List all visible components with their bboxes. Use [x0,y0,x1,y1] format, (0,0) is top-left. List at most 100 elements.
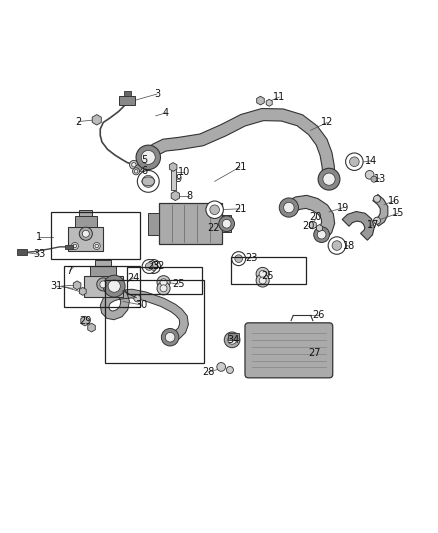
Bar [159,203,222,245]
Text: 26: 26 [312,310,325,320]
Circle shape [219,216,234,231]
Circle shape [133,168,140,175]
Circle shape [141,150,155,164]
Text: 23: 23 [246,253,258,263]
Circle shape [317,230,326,239]
Text: 30: 30 [135,300,148,310]
Bar [64,265,141,306]
Circle shape [134,169,138,173]
Bar [120,96,135,105]
Text: 17: 17 [367,220,379,230]
Polygon shape [100,282,188,342]
Circle shape [108,280,120,292]
Circle shape [134,295,141,302]
Text: 3: 3 [154,89,160,99]
Bar [170,168,176,190]
Circle shape [314,227,329,243]
Circle shape [79,227,92,240]
Text: 31: 31 [50,281,63,291]
Circle shape [222,220,231,228]
Circle shape [350,157,359,166]
Circle shape [165,333,175,342]
Circle shape [147,260,160,273]
Circle shape [332,241,342,251]
Text: 1: 1 [36,232,42,242]
Bar [222,215,231,232]
Circle shape [157,282,170,295]
Circle shape [206,201,223,219]
Circle shape [82,230,89,237]
Circle shape [259,270,266,277]
Text: 14: 14 [365,156,377,166]
Bar [95,260,111,266]
Circle shape [323,173,335,185]
Text: 9: 9 [176,174,182,184]
Bar [75,216,97,227]
Circle shape [371,176,377,182]
Text: 29: 29 [80,316,92,326]
Bar [127,266,202,294]
Bar [124,91,131,96]
Circle shape [97,278,110,291]
Circle shape [374,217,381,224]
Bar [68,227,103,251]
Circle shape [73,244,77,248]
Circle shape [142,260,156,273]
Text: 24: 24 [127,273,139,283]
Circle shape [161,328,179,346]
Circle shape [318,168,340,190]
Text: 6: 6 [142,166,148,176]
Text: 32: 32 [152,261,165,271]
Text: 25: 25 [261,271,273,281]
Text: 10: 10 [178,167,190,177]
Circle shape [145,263,153,270]
Circle shape [228,335,237,344]
Polygon shape [342,212,374,240]
Circle shape [328,237,346,254]
Text: 22: 22 [208,223,220,233]
Circle shape [150,263,157,270]
Bar [90,266,117,276]
Circle shape [135,165,142,172]
Circle shape [95,244,99,248]
Circle shape [256,268,269,280]
Circle shape [226,367,233,374]
Circle shape [132,163,136,167]
Circle shape [142,175,154,188]
Text: 5: 5 [141,155,148,165]
Text: 20: 20 [302,221,314,231]
Text: 21: 21 [234,204,246,214]
Circle shape [346,153,363,171]
Text: 13: 13 [374,174,387,184]
Circle shape [71,243,78,249]
Circle shape [157,276,170,289]
Text: 27: 27 [308,348,321,358]
Text: 11: 11 [273,92,286,102]
Circle shape [138,171,159,192]
Text: 16: 16 [389,196,401,206]
Text: 19: 19 [337,203,350,213]
Text: 28: 28 [202,367,214,377]
Bar [65,245,73,249]
Bar [51,212,141,259]
Text: 8: 8 [186,191,192,201]
Text: 18: 18 [343,241,355,251]
Text: 2: 2 [75,117,81,126]
Bar [148,213,159,235]
Circle shape [284,203,294,213]
Circle shape [224,332,240,348]
Text: 7: 7 [67,266,73,276]
Text: 20: 20 [310,212,322,222]
Circle shape [160,285,167,292]
Text: 21: 21 [234,162,246,172]
Bar [228,333,239,340]
Circle shape [232,252,246,265]
Circle shape [259,277,266,284]
Text: 4: 4 [162,108,169,118]
Text: 33: 33 [33,249,45,259]
Circle shape [374,195,381,203]
Circle shape [160,279,167,286]
Circle shape [279,198,298,217]
Text: 23: 23 [147,261,160,271]
Bar [84,276,123,297]
